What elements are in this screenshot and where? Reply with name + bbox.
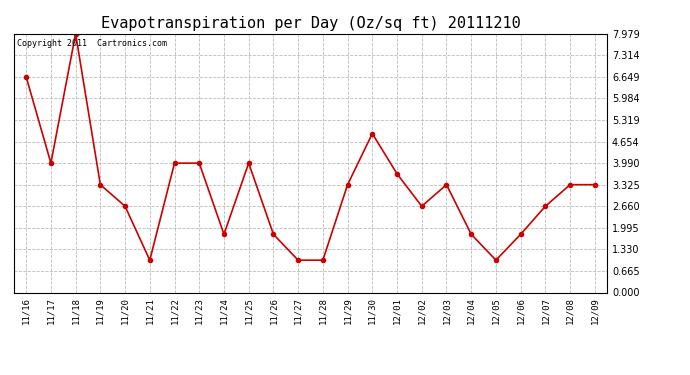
Text: Copyright 2011  Cartronics.com: Copyright 2011 Cartronics.com (17, 39, 167, 48)
Title: Evapotranspiration per Day (Oz/sq ft) 20111210: Evapotranspiration per Day (Oz/sq ft) 20… (101, 16, 520, 31)
